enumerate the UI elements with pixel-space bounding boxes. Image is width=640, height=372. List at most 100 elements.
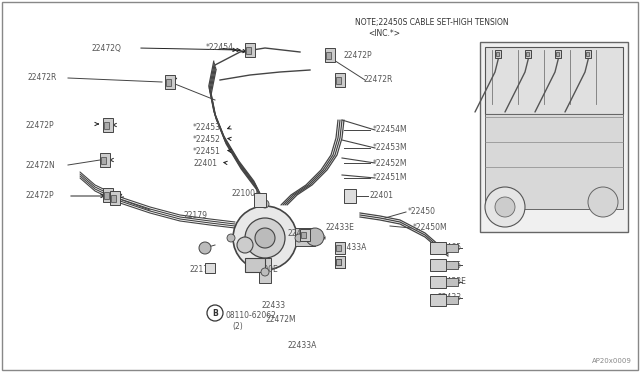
Text: 22472N: 22472N bbox=[25, 160, 55, 170]
Circle shape bbox=[485, 187, 525, 227]
Bar bbox=[101, 157, 106, 164]
Circle shape bbox=[245, 218, 285, 258]
Text: *22453M: *22453M bbox=[373, 144, 408, 153]
Text: *22452M: *22452M bbox=[373, 158, 408, 167]
Bar bbox=[104, 192, 109, 199]
Text: 22472P: 22472P bbox=[25, 121, 54, 129]
Text: B: B bbox=[212, 308, 218, 317]
Bar bbox=[336, 259, 341, 265]
Bar bbox=[104, 122, 109, 128]
Bar bbox=[430, 242, 446, 254]
Text: *22453: *22453 bbox=[193, 122, 221, 131]
Bar bbox=[110, 191, 120, 205]
Circle shape bbox=[255, 228, 275, 248]
Bar bbox=[245, 43, 255, 57]
Text: 22433: 22433 bbox=[262, 301, 286, 310]
Bar bbox=[259, 258, 271, 283]
Text: 22178: 22178 bbox=[190, 266, 214, 275]
Text: 22100E: 22100E bbox=[250, 266, 279, 275]
Bar bbox=[430, 259, 446, 271]
Text: 22433E: 22433E bbox=[438, 278, 467, 286]
Circle shape bbox=[588, 187, 618, 217]
Bar bbox=[335, 256, 345, 268]
Bar bbox=[430, 276, 446, 288]
Bar bbox=[165, 75, 175, 89]
Bar bbox=[446, 278, 458, 286]
Bar bbox=[495, 50, 501, 58]
Text: 22179: 22179 bbox=[183, 211, 207, 219]
Text: *22454: *22454 bbox=[206, 44, 234, 52]
Circle shape bbox=[306, 228, 324, 246]
Text: *22450M: *22450M bbox=[413, 224, 447, 232]
Circle shape bbox=[261, 200, 269, 208]
Bar bbox=[430, 294, 446, 306]
Bar bbox=[336, 245, 341, 251]
Bar bbox=[295, 228, 315, 246]
Text: 22472P: 22472P bbox=[25, 192, 54, 201]
Bar bbox=[446, 261, 458, 269]
Bar bbox=[300, 229, 310, 241]
Bar bbox=[485, 47, 623, 113]
Text: 22433E: 22433E bbox=[326, 224, 355, 232]
Bar bbox=[555, 50, 561, 58]
Text: 22472P: 22472P bbox=[343, 51, 372, 60]
Text: 22472R: 22472R bbox=[363, 76, 392, 84]
Bar bbox=[111, 195, 116, 202]
Bar bbox=[496, 52, 499, 56]
Text: *22454M: *22454M bbox=[373, 125, 408, 135]
Circle shape bbox=[295, 234, 303, 242]
Text: 22100A: 22100A bbox=[232, 189, 261, 198]
Text: 22472M: 22472M bbox=[265, 315, 296, 324]
Text: AP20x0009: AP20x0009 bbox=[592, 358, 632, 364]
Text: *22450: *22450 bbox=[408, 208, 436, 217]
Bar bbox=[254, 193, 266, 207]
Circle shape bbox=[227, 234, 235, 242]
Circle shape bbox=[207, 305, 223, 321]
Bar bbox=[446, 244, 458, 252]
Bar bbox=[245, 258, 265, 272]
Circle shape bbox=[495, 197, 515, 217]
Circle shape bbox=[199, 242, 211, 254]
Text: 22465: 22465 bbox=[438, 260, 462, 269]
Bar bbox=[480, 42, 628, 232]
Bar bbox=[485, 113, 623, 208]
Text: 08110-62062: 08110-62062 bbox=[226, 311, 277, 320]
Text: 22472Q: 22472Q bbox=[92, 44, 122, 52]
Text: 22465: 22465 bbox=[438, 244, 462, 253]
Text: (2): (2) bbox=[232, 323, 243, 331]
Text: *22452: *22452 bbox=[193, 135, 221, 144]
Bar bbox=[344, 189, 356, 203]
Bar bbox=[103, 188, 113, 202]
Circle shape bbox=[261, 268, 269, 276]
Text: 22433A: 22433A bbox=[338, 243, 367, 251]
Bar bbox=[335, 73, 345, 87]
Text: NOTE;22450S CABLE SET-HIGH TENSION: NOTE;22450S CABLE SET-HIGH TENSION bbox=[355, 17, 509, 26]
Bar bbox=[586, 52, 589, 56]
Bar bbox=[325, 48, 335, 62]
Text: 22433A: 22433A bbox=[287, 340, 316, 350]
Bar bbox=[335, 242, 345, 254]
Text: 22433: 22433 bbox=[438, 294, 462, 302]
Text: 22401: 22401 bbox=[193, 158, 217, 167]
Bar bbox=[556, 52, 559, 56]
Bar bbox=[335, 256, 345, 268]
Bar bbox=[246, 46, 251, 54]
Bar bbox=[585, 50, 591, 58]
Circle shape bbox=[237, 237, 253, 253]
Bar bbox=[526, 52, 529, 56]
Text: 22472N: 22472N bbox=[288, 228, 317, 237]
Bar bbox=[525, 50, 531, 58]
Text: 22401: 22401 bbox=[370, 192, 394, 201]
Circle shape bbox=[233, 206, 297, 270]
Text: 22472R: 22472R bbox=[28, 74, 58, 83]
Bar bbox=[103, 118, 113, 132]
Bar bbox=[205, 263, 215, 273]
Bar bbox=[326, 51, 331, 58]
Bar bbox=[100, 153, 110, 167]
Bar bbox=[301, 232, 306, 238]
Bar bbox=[336, 259, 341, 265]
Bar bbox=[166, 78, 171, 86]
Text: *22451: *22451 bbox=[193, 147, 221, 155]
Text: <INC.*>: <INC.*> bbox=[368, 29, 400, 38]
Text: *22451M: *22451M bbox=[373, 173, 408, 183]
